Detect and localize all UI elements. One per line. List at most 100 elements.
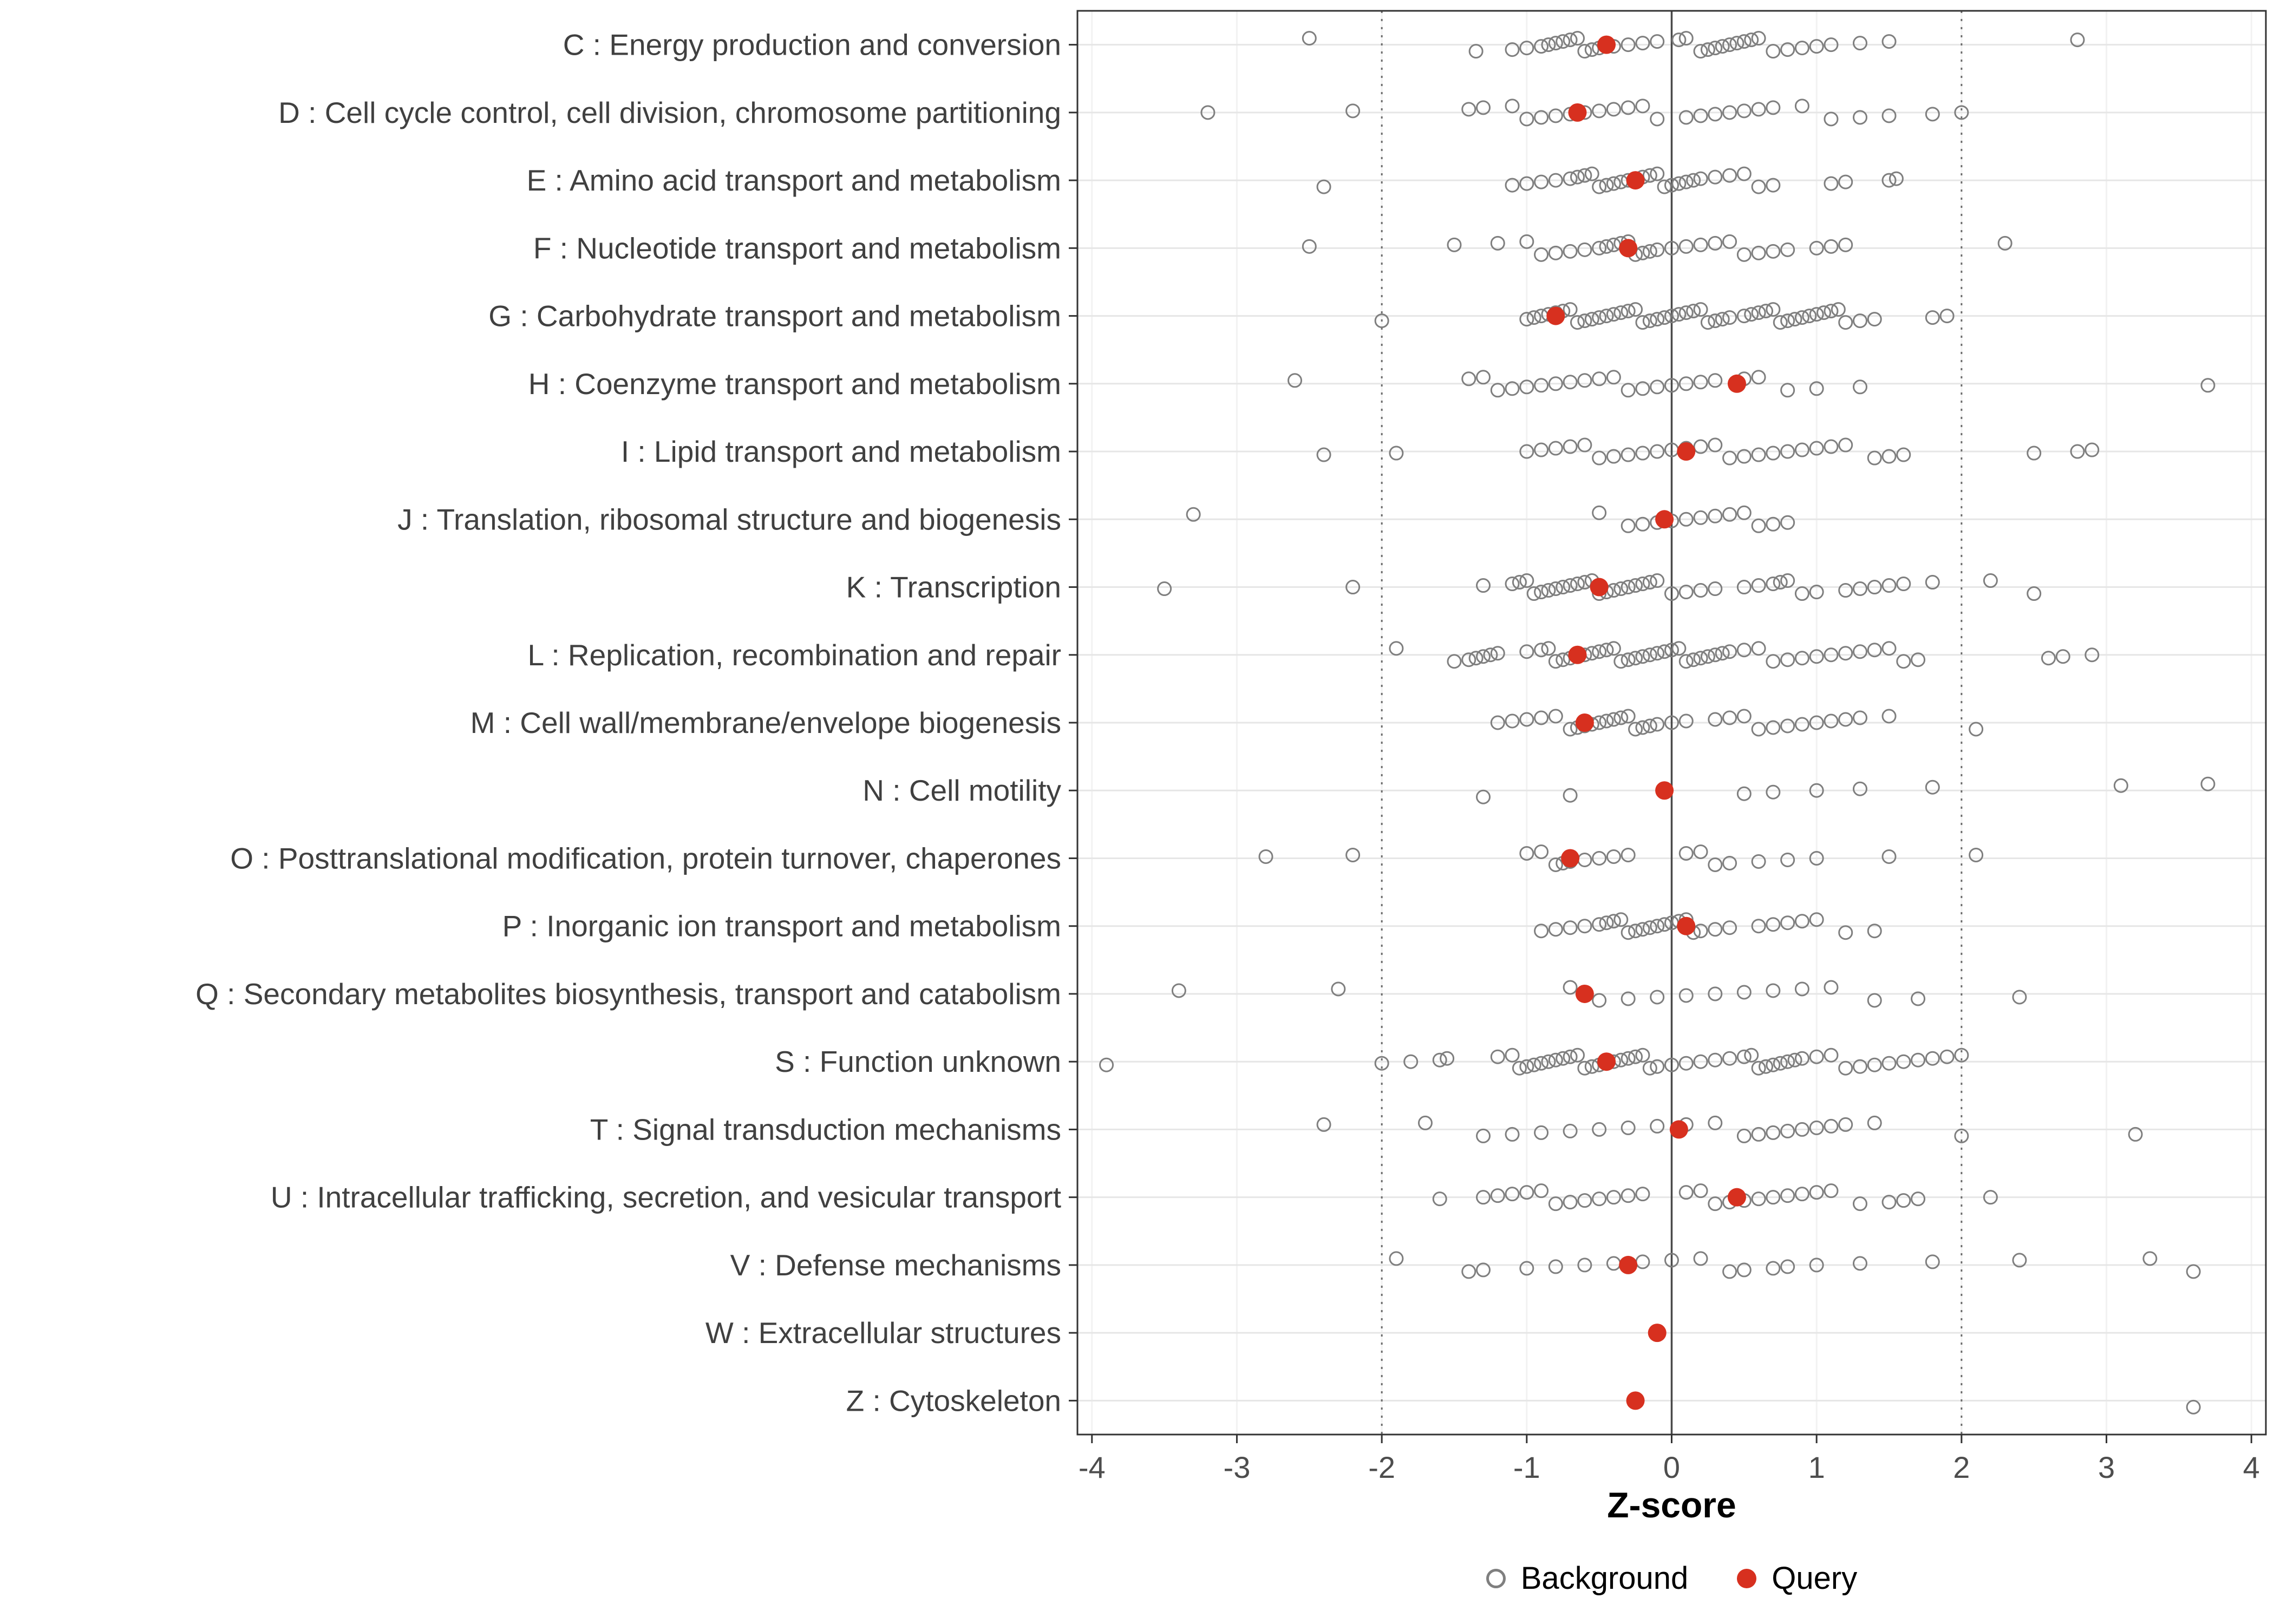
background-point	[1592, 371, 1607, 387]
background-point	[1881, 34, 1897, 49]
background-point	[1650, 379, 1665, 395]
background-point	[1925, 1051, 1940, 1066]
background-point	[1794, 41, 1809, 56]
background-point	[2084, 442, 2100, 457]
background-point	[1809, 783, 1824, 798]
background-point	[1548, 709, 1563, 724]
background-point	[1461, 652, 1476, 667]
background-point	[2012, 990, 2027, 1005]
background-point	[1911, 652, 1926, 667]
background-point	[1708, 313, 1723, 329]
background-point	[1657, 310, 1672, 325]
chart-canvas: C : Energy production and conversion D : …	[195, 10, 2267, 1484]
category-label: U : Intracellular trafficking, secretion…	[271, 1181, 1061, 1214]
background-point	[1577, 44, 1592, 59]
background-point	[2200, 776, 2216, 791]
background-point	[1831, 302, 1846, 317]
background-point	[2027, 446, 2042, 461]
background-point	[1671, 176, 1687, 191]
background-point	[1584, 166, 1599, 181]
background-point	[1628, 651, 1643, 666]
background-point	[1620, 518, 1636, 533]
background-point	[1708, 373, 1723, 388]
background-point	[2200, 378, 2216, 393]
background-point	[1751, 854, 1766, 869]
background-point	[1722, 644, 1737, 659]
background-point	[1606, 1190, 1621, 1205]
background-point	[1794, 310, 1809, 325]
background-point	[1534, 1056, 1549, 1071]
background-point	[1700, 649, 1715, 664]
background-point	[1678, 846, 1694, 861]
background-point	[1722, 37, 1737, 53]
background-point	[2027, 586, 2042, 601]
background-point	[1563, 171, 1578, 186]
background-point	[1468, 44, 1484, 59]
background-point	[1519, 176, 1534, 191]
background-point	[1592, 917, 1607, 932]
background-point	[1599, 643, 1614, 658]
background-point	[2186, 1399, 2201, 1415]
background-point	[1650, 919, 1665, 934]
background-point	[1548, 857, 1563, 872]
query-point	[1727, 1188, 1746, 1207]
background-point	[1526, 586, 1541, 601]
background-point	[1440, 1051, 1455, 1066]
background-point	[1556, 1051, 1571, 1066]
background-point	[1519, 1261, 1534, 1276]
background-point	[1758, 1059, 1773, 1074]
background-point	[1678, 174, 1694, 189]
background-point	[1736, 1049, 1752, 1064]
query-point	[1575, 984, 1594, 1003]
query-filled-circle-icon	[1737, 1568, 1757, 1588]
background-point	[1577, 242, 1592, 257]
background-point	[1642, 168, 1657, 183]
background-point	[1650, 312, 1665, 327]
background-point	[1548, 654, 1563, 669]
background-point	[1642, 244, 1657, 259]
background-point	[1505, 1047, 1520, 1063]
background-point	[1200, 105, 1216, 120]
background-point	[1766, 917, 1781, 932]
category-label: I : Lipid transport and metabolism	[621, 435, 1061, 468]
background-point	[1620, 1051, 1636, 1066]
background-point	[2084, 647, 2100, 663]
background-point	[1794, 1122, 1809, 1137]
background-point	[1824, 37, 1839, 53]
background-point	[1650, 573, 1665, 588]
background-point	[1541, 37, 1556, 53]
background-point	[1794, 1187, 1809, 1202]
background-point	[1678, 713, 1694, 729]
background-point	[1824, 1183, 1839, 1199]
background-point	[1461, 1264, 1476, 1279]
query-point	[1546, 306, 1565, 325]
background-point	[1693, 1054, 1708, 1069]
background-point	[1954, 1128, 1969, 1143]
background-point	[1620, 991, 1636, 1006]
background-point	[1374, 313, 1389, 329]
query-point	[1727, 374, 1746, 393]
background-point	[1736, 34, 1752, 49]
background-point	[1708, 647, 1723, 663]
background-point	[1766, 178, 1781, 193]
background-point	[1708, 169, 1723, 185]
background-point	[1780, 242, 1795, 257]
background-point	[1461, 371, 1476, 387]
background-point	[1722, 507, 1737, 522]
background-point	[1548, 173, 1563, 188]
background-point	[1751, 1060, 1766, 1076]
background-point	[1824, 239, 1839, 254]
background-point	[1693, 302, 1708, 317]
background-point	[1432, 1052, 1447, 1068]
background-point	[1476, 789, 1491, 804]
background-point	[2055, 649, 2070, 664]
background-point	[1548, 1196, 1563, 1212]
background-point	[1570, 1047, 1585, 1063]
background-point	[1809, 1120, 1824, 1135]
background-point	[1678, 31, 1694, 46]
background-point	[1664, 178, 1679, 193]
background-point	[1824, 1047, 1839, 1063]
background-point	[1722, 1264, 1737, 1279]
background-point	[1570, 169, 1585, 185]
background-point	[1780, 1188, 1795, 1203]
